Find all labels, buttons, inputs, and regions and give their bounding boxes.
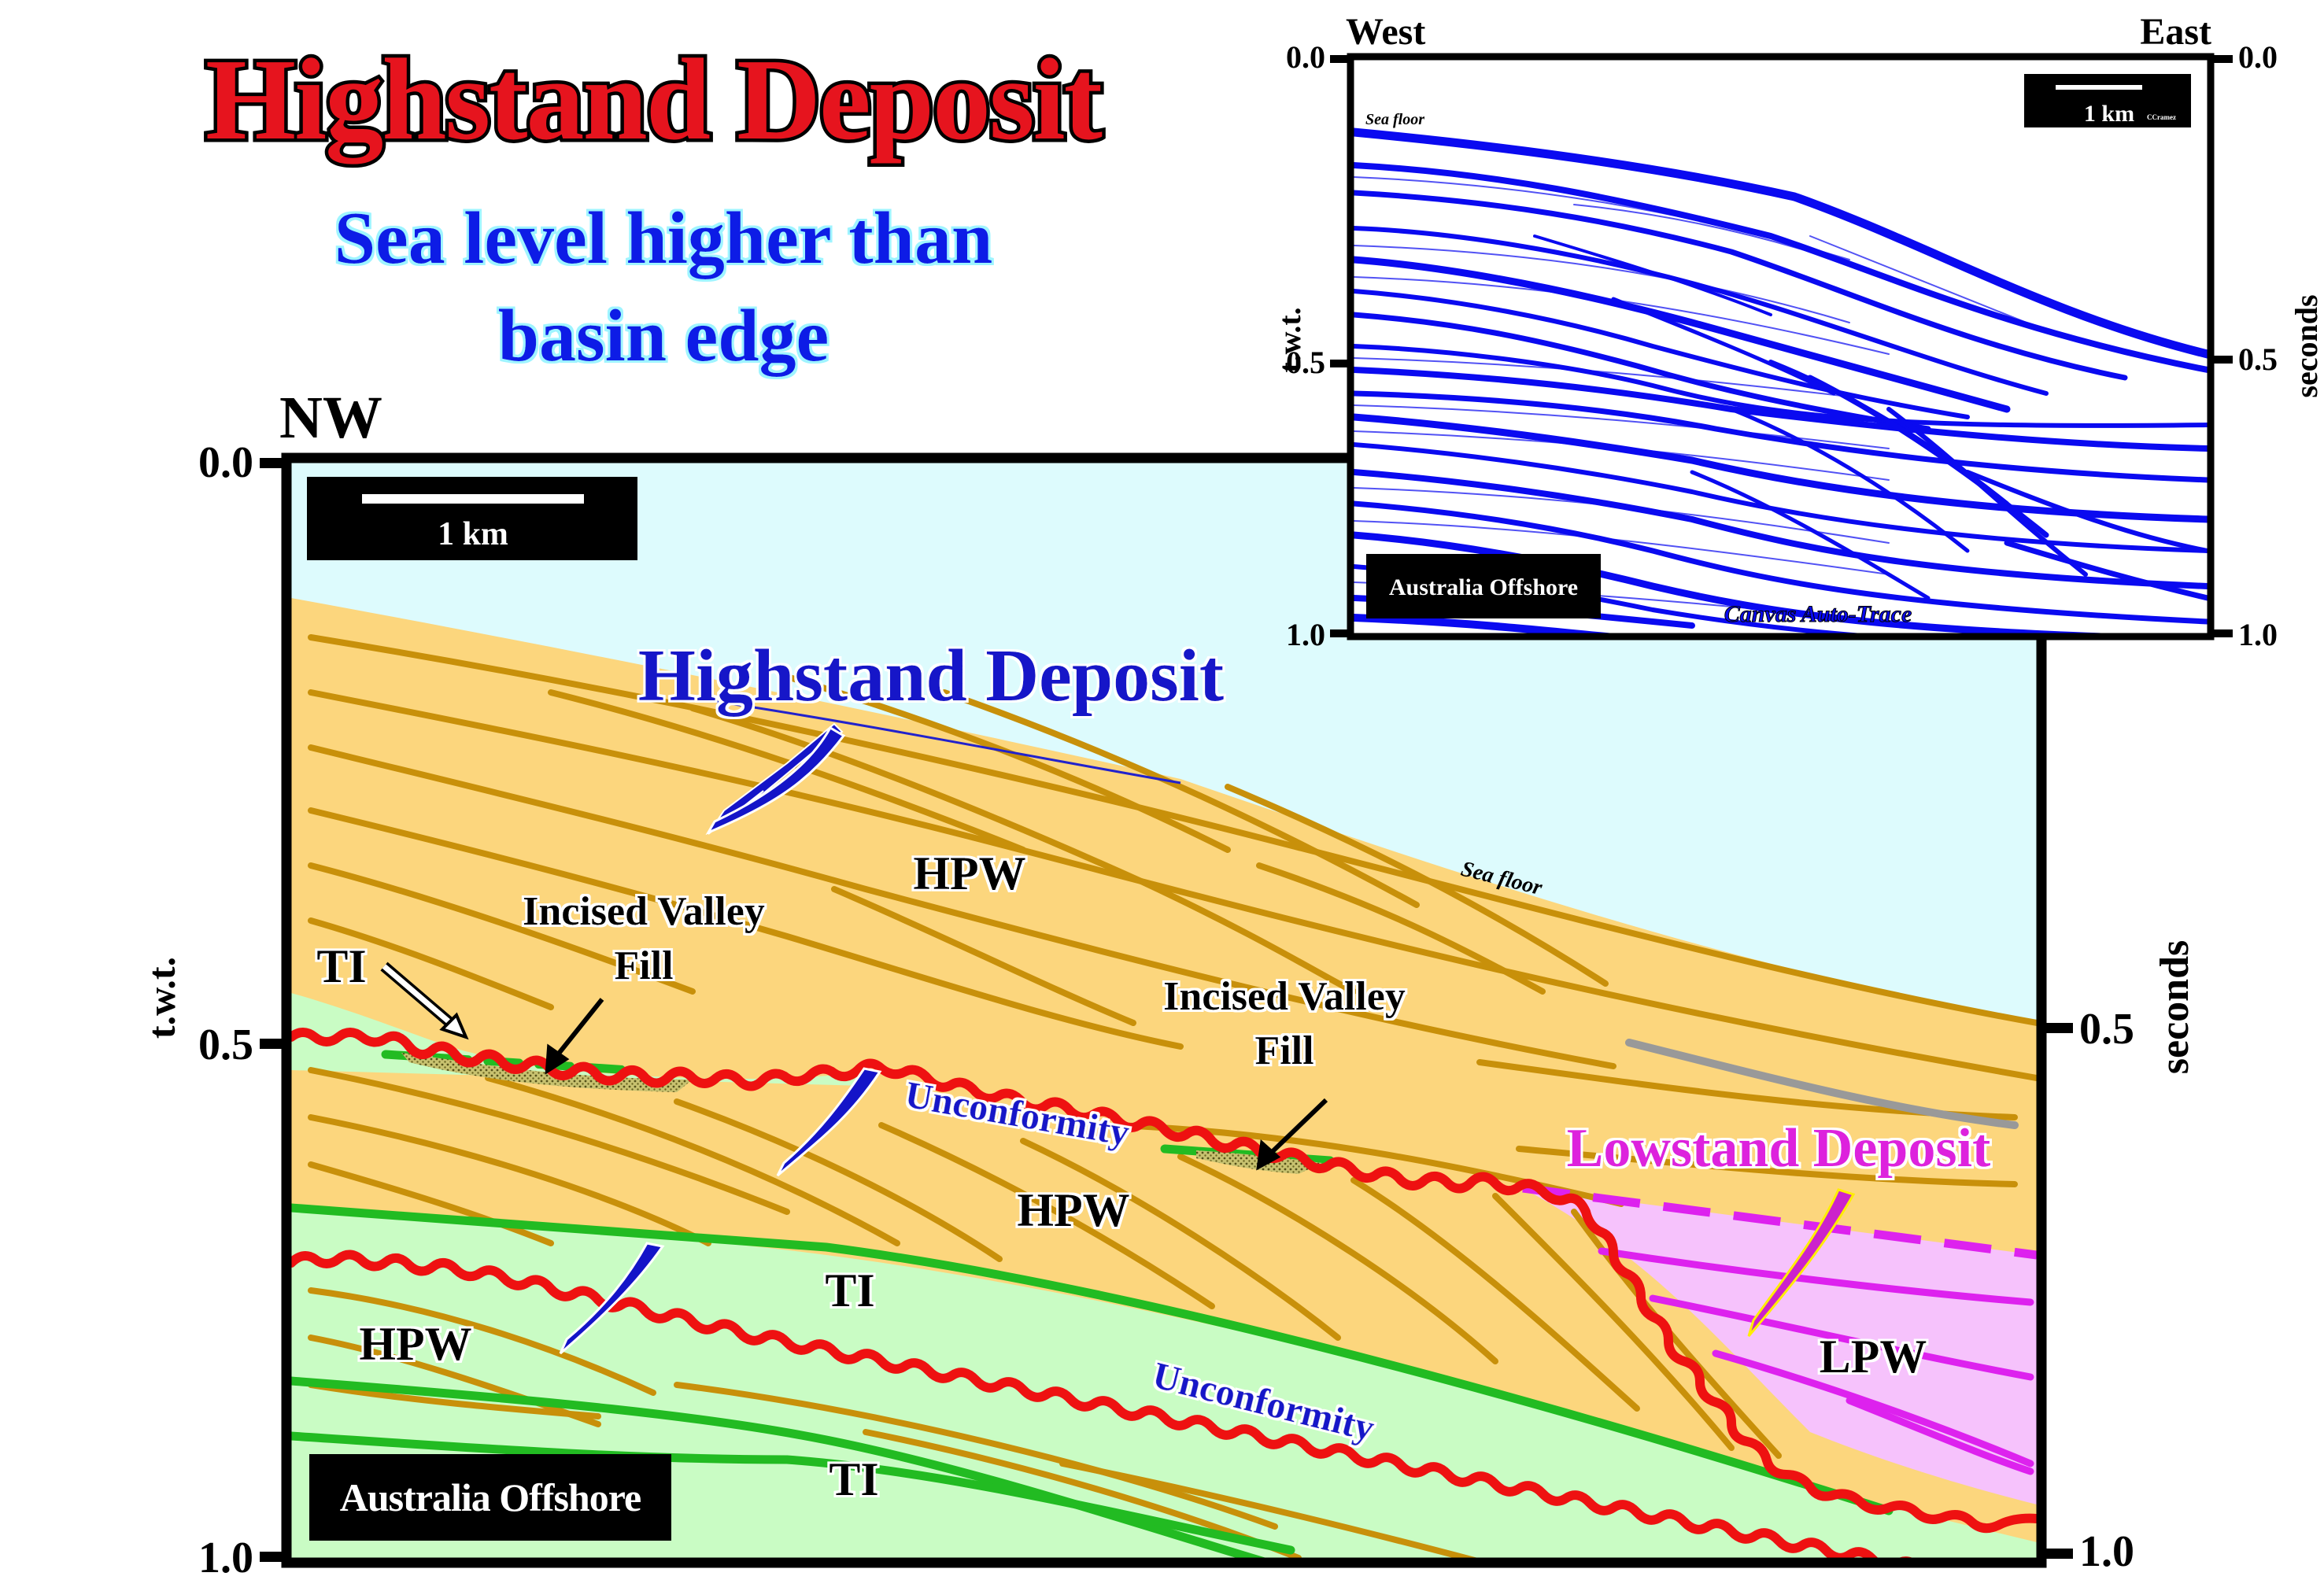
ti-label-2: TI [825,1264,874,1316]
section-frame [281,452,2047,1568]
blue-arrow-2 [776,1067,882,1177]
inset-scale-bar: 1 km CCramez [2024,74,2191,127]
inset-location-box: Australia Offshore [1366,554,1601,618]
sea-floor-line [708,699,1181,784]
hpw-label-1: HPW [913,847,1025,899]
inset-frame [1347,53,2215,640]
left-tick-0: 0.0 [198,438,253,487]
lpw-label: LPW [1820,1331,1927,1382]
inset-credit-label: Canvas Auto-Trace [1724,601,1912,627]
hpw-label-3: HPW [359,1318,471,1370]
inset-copyright: CCramez [2147,113,2176,121]
cross-section: 1 km Australia Offshore 0.0 0.5 1.0 t.w.… [139,438,2197,1580]
blue-arrow-1 [705,725,846,836]
left-axis: 0.0 0.5 1.0 t.w.t. [139,438,291,1580]
right-axis: 0.5 1.0 seconds [2041,940,2197,1576]
unconformity-line-2 [291,1250,1913,1558]
blue-arrow-3 [559,1242,665,1355]
incised-valley-label-1a: Incised Valley [523,889,765,934]
inset-sea-floor-label: Sea floor [1365,111,1424,128]
page-title: Highstand Deposit [205,35,1103,164]
transgressive-wedge-lower [291,1208,2037,1558]
inset-left-tick-1: 0.5 [1286,345,1325,380]
subtitle-line-2: basin edge [498,295,829,377]
inset-left-tick-0: 0.0 [1286,39,1325,75]
ti-label-3: TI [829,1453,878,1505]
lowstand-reflectors [1598,1247,2034,1475]
seismic-inset: West East Sea floor 1 km CCramez Austral… [1272,11,2324,652]
left-axis-label: t.w.t. [139,957,183,1039]
ti-pointer-arrow [380,962,469,1040]
ti-label-1: TI [316,940,366,992]
inset-left-tick-2: 1.0 [1286,617,1325,652]
location-label: Australia Offshore [340,1475,641,1519]
inset-right-tick-1: 0.5 [2238,341,2278,377]
annotation-arrows [380,722,1856,1355]
incised-valley-label-2b: Fill [1254,1028,1313,1073]
right-tick-1: 1.0 [2079,1527,2134,1576]
location-box: Australia Offshore [309,1454,671,1541]
inset-left-axis-label: t.w.t. [1272,307,1307,372]
inset-right-axis-label: seconds [2289,294,2324,397]
scale-bar: 1 km [307,477,637,560]
unconformity-line-1 [291,1028,2037,1534]
inset-left-axis: 0.0 0.5 1.0 t.w.t. [1272,39,1352,652]
lowstand-top-dashed [1522,1183,2037,1260]
inset-location-label: Australia Offshore [1389,574,1578,600]
inset-right-tick-0: 0.0 [2238,39,2278,75]
left-tick-1: 0.5 [198,1021,253,1069]
subtitle-line-1: Sea level higher than [334,198,992,279]
title-block: Highstand Deposit Sea level higher than … [202,32,1108,452]
inset-right-axis: 0.0 0.5 1.0 seconds [2211,39,2324,652]
left-tick-2: 1.0 [198,1534,253,1580]
incised-valley-label-1b: Fill [614,943,673,988]
unconformities [291,1028,2037,1558]
direction-nw-label: NW [279,385,382,451]
inset-right-tick-2: 1.0 [2238,617,2278,652]
lowstand-arrow [1747,1188,1856,1337]
inset-east-label: East [2140,11,2211,53]
scale-bar-label: 1 km [438,516,508,552]
highstand-deposit-label: Highstand Deposit [638,635,1224,717]
right-tick-0: 0.5 [2079,1005,2134,1054]
section-labels: Highstand Deposit Lowstand Deposit Sea f… [316,635,1990,1505]
inset-scale-label: 1 km [2084,101,2134,127]
lowstand-deposit-label: Lowstand Deposit [1567,1118,1991,1179]
incised-valley-label-2a: Incised Valley [1163,974,1406,1019]
incised-valley-pointers [545,998,1328,1171]
inset-west-label: West [1346,11,1425,53]
grey-reflector [1625,1039,2019,1129]
hpw-label-2: HPW [1017,1184,1129,1236]
right-axis-label: seconds [2152,940,2197,1074]
